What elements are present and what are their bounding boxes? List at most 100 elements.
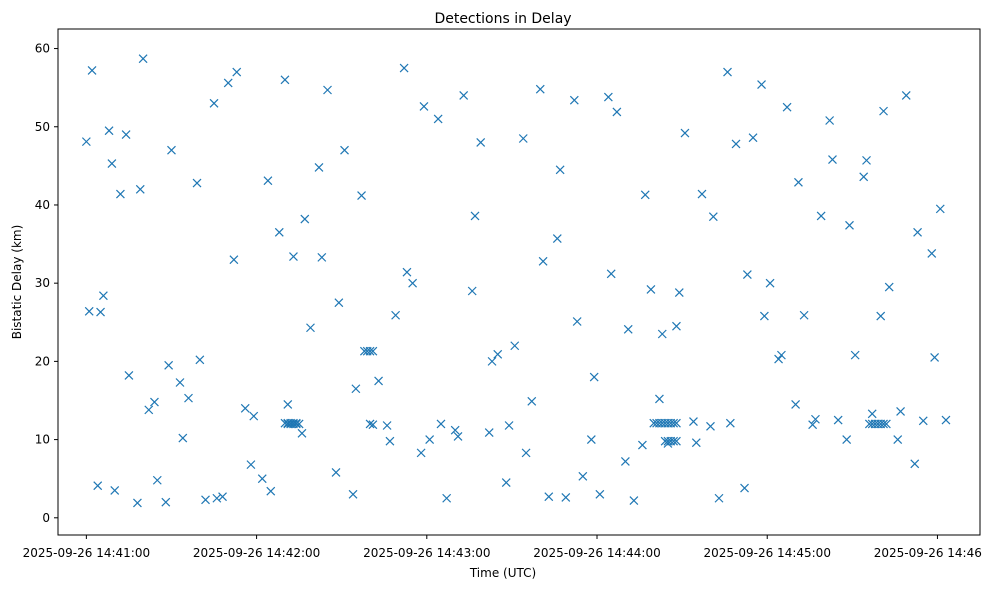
data-point xyxy=(791,399,801,409)
data-point xyxy=(138,54,148,64)
data-point xyxy=(300,214,310,224)
data-point xyxy=(828,155,837,165)
data-point xyxy=(357,191,366,201)
data-point xyxy=(133,498,142,508)
data-point xyxy=(808,420,818,430)
data-point xyxy=(442,493,452,503)
data-point xyxy=(152,475,162,485)
data-point xyxy=(150,397,159,407)
data-point xyxy=(538,256,548,266)
data-point xyxy=(501,478,511,488)
data-point xyxy=(742,270,752,279)
data-point xyxy=(782,102,792,112)
data-point xyxy=(527,396,537,406)
data-point xyxy=(161,497,171,507)
data-point xyxy=(674,288,684,297)
data-point xyxy=(266,486,276,496)
data-point xyxy=(334,298,344,308)
data-point xyxy=(862,155,871,165)
data-point xyxy=(331,468,341,477)
data-point xyxy=(365,419,375,429)
data-point xyxy=(504,421,514,430)
data-point xyxy=(935,204,945,214)
y-axis-label: Bistatic Delay (km) xyxy=(10,225,24,340)
data-point xyxy=(572,317,582,326)
data-point xyxy=(289,252,298,262)
data-point xyxy=(184,393,193,403)
x-tick-label: 2025-09-26 14:46:00 xyxy=(874,546,982,560)
data-point xyxy=(595,489,605,499)
data-point xyxy=(799,310,809,320)
data-point xyxy=(274,227,284,237)
data-point xyxy=(759,311,769,321)
data-point xyxy=(714,493,724,503)
data-point xyxy=(487,356,497,366)
y-tick-label: 40 xyxy=(35,198,50,212)
data-point xyxy=(816,211,826,221)
data-point xyxy=(348,489,358,499)
data-point xyxy=(453,432,463,441)
data-point xyxy=(896,407,905,416)
data-point xyxy=(419,102,429,111)
data-point xyxy=(765,278,775,288)
data-point xyxy=(930,353,940,362)
data-point xyxy=(283,399,293,409)
data-point xyxy=(121,130,131,140)
data-point xyxy=(640,190,650,200)
data-point xyxy=(164,360,174,370)
data-point xyxy=(98,291,108,301)
y-tick-label: 50 xyxy=(35,120,50,134)
data-point xyxy=(115,189,125,199)
data-point xyxy=(850,350,860,360)
x-axis-label: Time (UTC) xyxy=(469,566,536,580)
data-point xyxy=(93,481,103,491)
data-point xyxy=(459,91,469,100)
data-point xyxy=(178,433,188,443)
data-point xyxy=(893,435,903,445)
data-point xyxy=(249,411,259,421)
data-point xyxy=(306,323,315,333)
data-point xyxy=(859,172,869,182)
data-point xyxy=(680,128,690,138)
data-point xyxy=(879,106,888,116)
data-point xyxy=(589,372,599,382)
data-point xyxy=(811,414,820,424)
data-point xyxy=(637,440,647,450)
data-point xyxy=(263,176,273,186)
data-point xyxy=(246,460,256,470)
data-point xyxy=(450,425,460,435)
x-tick-label: 2025-09-26 14:41:00 xyxy=(23,546,150,560)
data-point xyxy=(845,220,854,230)
data-point xyxy=(493,349,503,359)
data-point xyxy=(425,435,435,445)
data-point xyxy=(209,98,219,108)
data-point xyxy=(351,384,361,394)
data-point xyxy=(433,114,443,124)
data-point xyxy=(323,85,332,95)
data-point xyxy=(913,227,923,237)
data-point xyxy=(107,159,117,168)
data-points xyxy=(81,54,951,508)
y-tick-label: 0 xyxy=(42,511,50,525)
data-point xyxy=(399,63,409,73)
data-point xyxy=(229,255,239,265)
data-point xyxy=(669,436,679,446)
data-point xyxy=(467,286,477,296)
data-point xyxy=(725,418,735,428)
data-point xyxy=(646,285,656,294)
x-axis: 2025-09-26 14:41:00 2025-09-26 14:42:00 20… xyxy=(23,535,982,560)
y-tick-label: 30 xyxy=(35,276,50,290)
data-point xyxy=(317,252,327,262)
data-point xyxy=(470,211,480,221)
chart-title: Detections in Delay xyxy=(434,11,571,27)
data-point xyxy=(232,67,242,77)
data-point xyxy=(124,371,134,380)
data-point xyxy=(757,80,766,89)
data-point xyxy=(391,310,401,320)
data-point xyxy=(794,177,803,187)
data-point xyxy=(240,403,250,413)
data-point xyxy=(175,378,185,387)
x-tick-label: 2025-09-26 14:45:00 xyxy=(704,546,831,560)
